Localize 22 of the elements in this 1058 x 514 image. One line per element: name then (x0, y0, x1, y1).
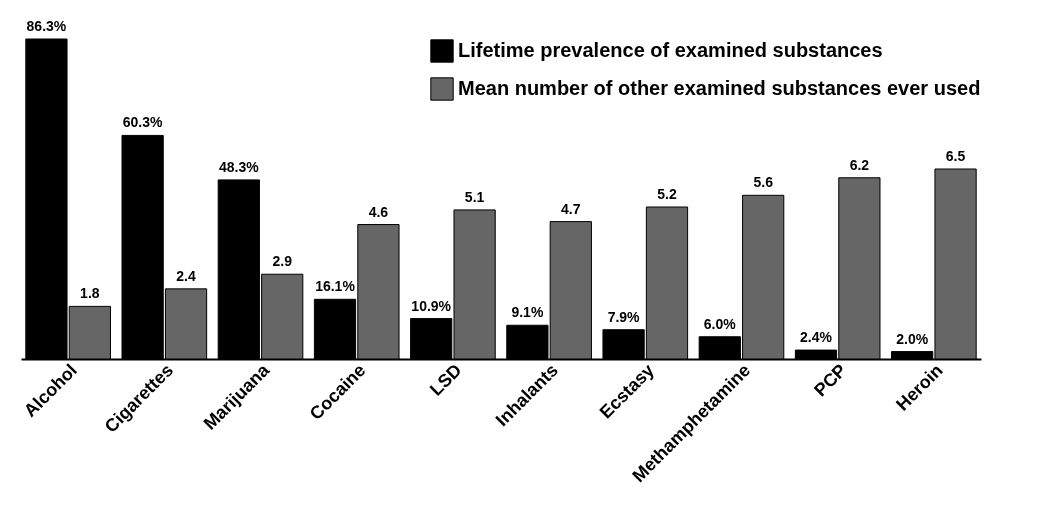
data-label: 5.1 (464, 188, 485, 205)
data-label: 4.7 (561, 200, 581, 217)
data-label: 6.5 (945, 148, 966, 164)
legend-label: Mean number of other examined substances ever used (458, 77, 981, 99)
data-label: 2.4% (800, 329, 833, 346)
data-label: 2.9 (272, 253, 293, 270)
data-label: 10.9% (411, 297, 452, 314)
data-label: 86.3% (26, 18, 67, 34)
data-label: 2.4 (176, 267, 196, 284)
data-label: 7.9% (607, 308, 641, 325)
data-label: 16.1% (315, 278, 356, 295)
data-label: 60.3% (122, 114, 164, 131)
data-label: 6.0% (703, 315, 737, 332)
legend-label: Lifetime prevalence of examined substances (458, 39, 883, 61)
data-label: 5.2 (657, 186, 677, 202)
data-label: 9.1% (511, 304, 544, 321)
data-label: 48.3% (218, 158, 260, 175)
data-label: 2.0% (896, 330, 929, 347)
data-label: 6.2 (849, 156, 870, 173)
data-label: 4.6 (368, 203, 389, 220)
data-label: 5.6 (753, 174, 774, 191)
data-label: 1.8 (80, 285, 100, 302)
